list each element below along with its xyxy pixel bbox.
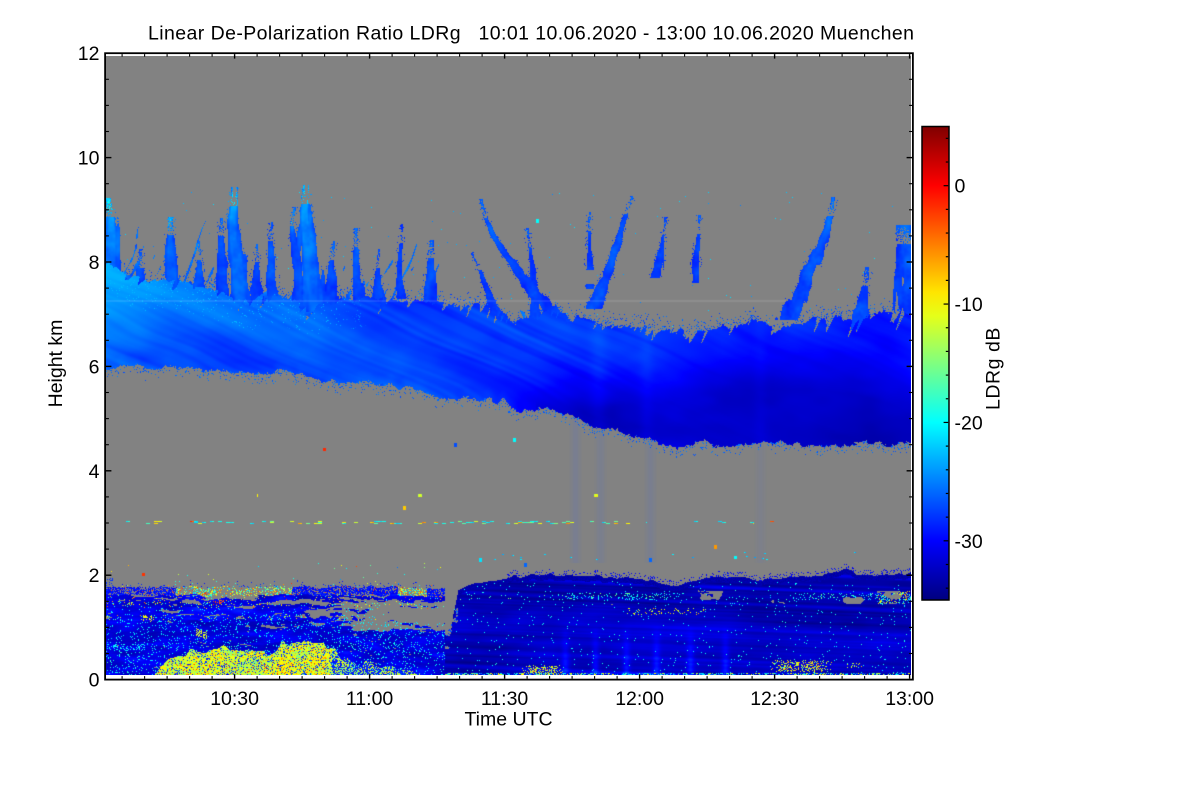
svg-text:12: 12 bbox=[78, 43, 100, 65]
svg-text:11:00: 11:00 bbox=[346, 688, 394, 710]
svg-text:-10: -10 bbox=[955, 294, 983, 316]
svg-text:-30: -30 bbox=[955, 531, 983, 553]
svg-text:8: 8 bbox=[89, 252, 100, 274]
svg-text:Height km: Height km bbox=[45, 320, 67, 408]
svg-text:4: 4 bbox=[89, 461, 100, 483]
svg-text:12:00: 12:00 bbox=[615, 688, 664, 710]
svg-text:10:30: 10:30 bbox=[210, 688, 259, 710]
svg-text:2: 2 bbox=[89, 565, 100, 587]
svg-text:0: 0 bbox=[955, 176, 966, 198]
svg-text:Time UTC: Time UTC bbox=[464, 709, 552, 731]
svg-text:11:30: 11:30 bbox=[481, 688, 529, 710]
svg-text:LDRg dB: LDRg dB bbox=[983, 327, 1005, 410]
svg-text:0: 0 bbox=[89, 670, 100, 692]
svg-text:10: 10 bbox=[78, 148, 100, 170]
svg-text:12:30: 12:30 bbox=[750, 688, 799, 710]
svg-text:Linear De-Polarization Ratio L: Linear De-Polarization Ratio LDRg 10:01 … bbox=[148, 23, 914, 45]
svg-text:13:00: 13:00 bbox=[885, 688, 934, 710]
svg-text:-20: -20 bbox=[955, 412, 983, 434]
svg-text:6: 6 bbox=[89, 356, 100, 378]
